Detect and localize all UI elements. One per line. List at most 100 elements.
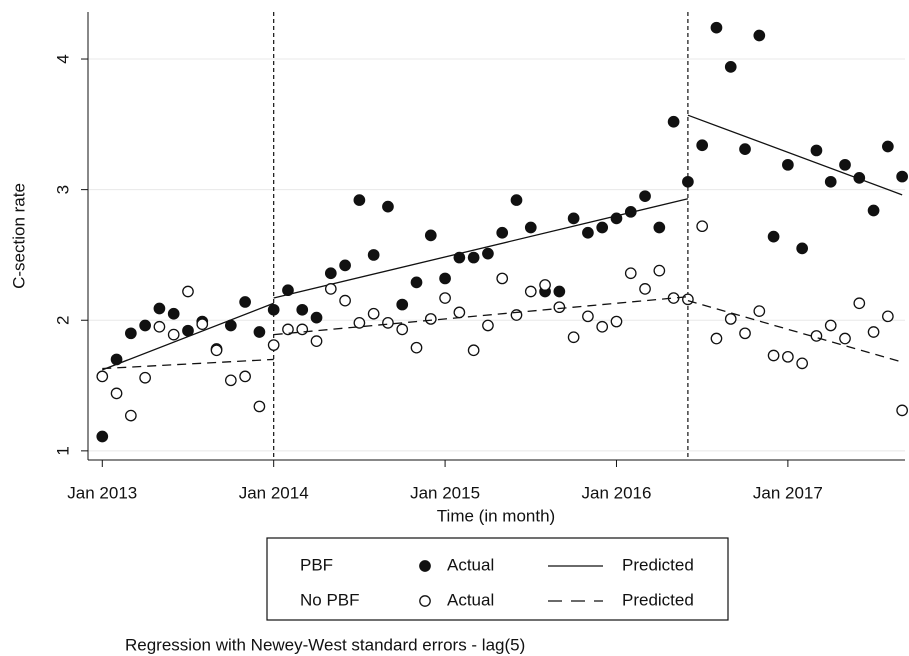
data-point bbox=[496, 272, 509, 285]
data-point bbox=[124, 409, 137, 422]
data-point bbox=[610, 315, 623, 328]
data-point bbox=[553, 285, 566, 298]
x-tick-label: Jan 2017 bbox=[753, 483, 823, 502]
data-point bbox=[353, 194, 366, 206]
data-point bbox=[110, 387, 123, 400]
data-point bbox=[767, 230, 780, 243]
data-point bbox=[824, 319, 837, 332]
data-point bbox=[296, 323, 309, 336]
data-point bbox=[639, 190, 651, 203]
legend-group: PBF bbox=[300, 555, 333, 574]
data-point bbox=[739, 327, 751, 340]
y-tick-label: 1 bbox=[53, 446, 72, 455]
data-point bbox=[639, 283, 651, 295]
y-axis-title: C-section rate bbox=[9, 183, 28, 289]
data-point bbox=[596, 320, 609, 333]
data-point bbox=[396, 298, 409, 311]
data-point bbox=[182, 285, 194, 298]
data-point bbox=[710, 332, 723, 345]
data-point bbox=[796, 242, 809, 255]
data-point bbox=[567, 331, 580, 344]
data-point bbox=[696, 139, 709, 152]
data-point bbox=[782, 350, 794, 363]
data-point bbox=[210, 344, 223, 357]
data-point bbox=[867, 326, 880, 338]
data-point bbox=[267, 303, 280, 316]
legend-box bbox=[266, 537, 729, 621]
data-point bbox=[382, 317, 394, 329]
data-point bbox=[310, 311, 323, 324]
data-point bbox=[282, 284, 294, 297]
data-point bbox=[653, 264, 666, 277]
data-point bbox=[753, 305, 766, 317]
data-point bbox=[482, 319, 494, 332]
data-point bbox=[339, 259, 351, 272]
data-point bbox=[653, 221, 666, 234]
legend-label: Predicted bbox=[622, 555, 694, 574]
data-point bbox=[839, 158, 851, 171]
data-point bbox=[253, 326, 266, 338]
x-axis-title: Time (in month) bbox=[437, 506, 555, 525]
data-point bbox=[453, 251, 466, 264]
data-point bbox=[139, 371, 151, 384]
data-point bbox=[796, 357, 809, 370]
data-point bbox=[896, 170, 908, 183]
predicted-line bbox=[102, 296, 903, 370]
data-point bbox=[324, 283, 337, 295]
legend-group: No PBF bbox=[300, 590, 360, 609]
data-point bbox=[482, 247, 494, 260]
data-point bbox=[239, 370, 251, 383]
data-point bbox=[510, 194, 523, 206]
data-point bbox=[367, 307, 380, 320]
data-point bbox=[424, 229, 437, 242]
data-point bbox=[410, 341, 423, 354]
data-point bbox=[710, 21, 723, 34]
data-point bbox=[239, 296, 251, 308]
note: Regression with Newey-West standard erro… bbox=[125, 635, 525, 654]
x-tick-label: Jan 2015 bbox=[410, 483, 480, 502]
data-point bbox=[182, 324, 194, 337]
data-point bbox=[624, 267, 637, 280]
data-point bbox=[339, 294, 351, 307]
data-point bbox=[696, 220, 709, 233]
data-point bbox=[896, 404, 908, 417]
predicted-line bbox=[102, 114, 903, 371]
data-point bbox=[739, 143, 751, 155]
data-point bbox=[539, 279, 551, 291]
data-point bbox=[782, 158, 794, 171]
x-tick-label: Jan 2016 bbox=[582, 483, 652, 502]
x-tick-label: Jan 2014 bbox=[239, 483, 309, 502]
data-point bbox=[853, 297, 866, 310]
data-point bbox=[839, 332, 851, 345]
data-point bbox=[139, 319, 151, 332]
data-point bbox=[382, 200, 394, 213]
data-point bbox=[353, 317, 366, 329]
data-point bbox=[96, 430, 109, 443]
y-tick-label: 4 bbox=[53, 54, 72, 63]
data-point bbox=[582, 226, 594, 239]
data-point bbox=[153, 320, 166, 333]
data-point bbox=[824, 175, 837, 188]
data-point bbox=[510, 309, 523, 321]
data-point bbox=[196, 318, 209, 331]
data-point bbox=[553, 301, 566, 314]
data-point bbox=[410, 276, 423, 289]
data-point bbox=[296, 303, 309, 316]
legend-marker bbox=[419, 595, 431, 607]
data-point bbox=[682, 175, 694, 188]
data-point bbox=[724, 61, 737, 73]
data-point bbox=[524, 285, 537, 298]
data-point bbox=[810, 330, 823, 342]
data-point bbox=[367, 249, 380, 261]
data-point bbox=[767, 349, 780, 362]
data-point bbox=[753, 29, 766, 42]
data-point bbox=[439, 292, 451, 304]
data-point bbox=[167, 307, 180, 320]
data-point bbox=[424, 313, 437, 325]
legend-label: Actual bbox=[447, 555, 494, 574]
data-point bbox=[882, 310, 894, 323]
data-point bbox=[467, 344, 480, 357]
data-point bbox=[224, 374, 237, 387]
data-point bbox=[267, 339, 280, 351]
data-point bbox=[810, 144, 823, 157]
